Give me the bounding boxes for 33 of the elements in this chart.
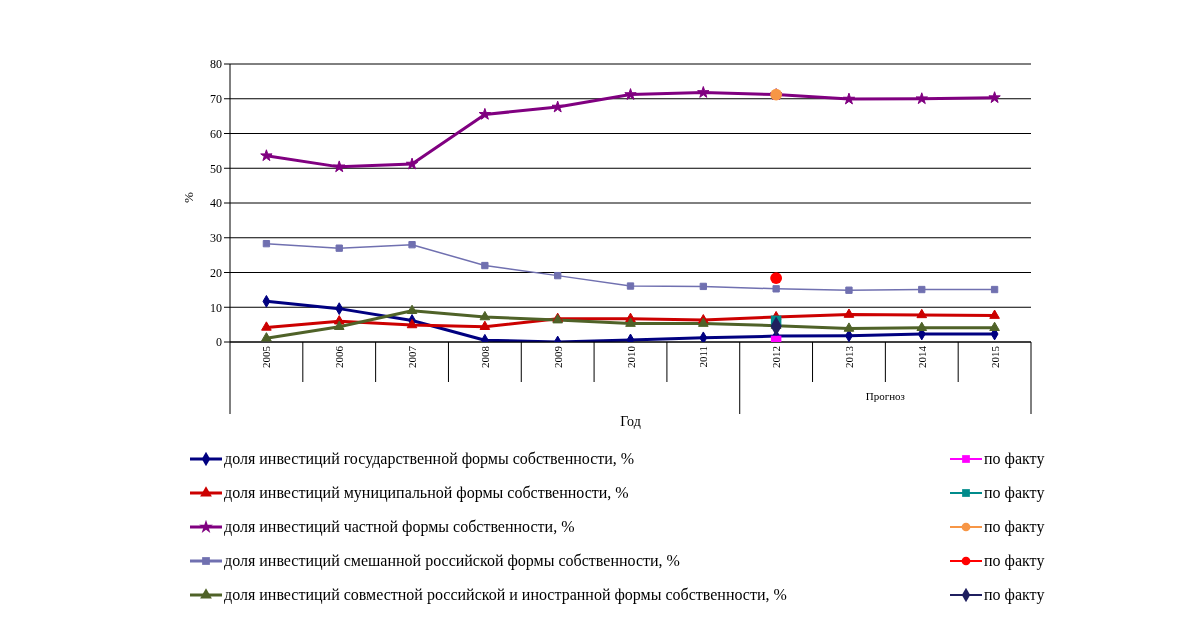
legend-label: доля инвестиций частной формы собственности, % [224,518,575,536]
legend-label: по факту [984,586,1045,604]
y-axis-title: % [180,192,196,203]
legend-label: доля инвестиций государственной формы собственности, % [224,450,635,468]
y-tick-label: 0 [216,335,222,350]
x-tick-label: 2008 [478,345,491,368]
x-tick-label: 2015 [988,345,1001,368]
x-tick-label: 2013 [842,345,855,368]
legend-label: по факту [984,552,1045,570]
x-tick-label: 2009 [551,345,564,368]
x-tick-label: 2005 [260,345,273,368]
y-tick-label: 60 [210,126,222,141]
legend-label: доля инвестиций муниципальной формы собственности, % [224,484,629,502]
y-tick-label: 10 [210,300,222,315]
text: Прогноз [865,390,905,402]
x-tick-label: 2010 [624,345,637,368]
x-axis-title: Год [620,414,641,429]
y-tick-label: 70 [210,92,222,107]
y-tick-label: 50 [210,161,222,176]
y-tick-label: 30 [210,231,222,246]
x-tick-label: 2012 [770,346,783,368]
y-tick-label: 40 [210,196,222,211]
legend-label: по факту [984,450,1045,468]
x-tick-label: 2014 [915,345,928,368]
legend-label: по факту [984,518,1045,536]
x-tick-label: 2011 [697,346,710,368]
x-tick-label: 2007 [406,345,419,368]
y-tick-label: 80 [210,57,222,72]
legend-label: доля инвестиций совместной российской и иностранной формы собственности, % [224,586,787,604]
legend-label: по факту [984,484,1045,502]
x-tick-label: 2006 [333,345,346,368]
legend-label: доля инвестиций смешанной российской формы собственности, % [224,552,680,570]
y-tick-label: 20 [210,265,222,280]
